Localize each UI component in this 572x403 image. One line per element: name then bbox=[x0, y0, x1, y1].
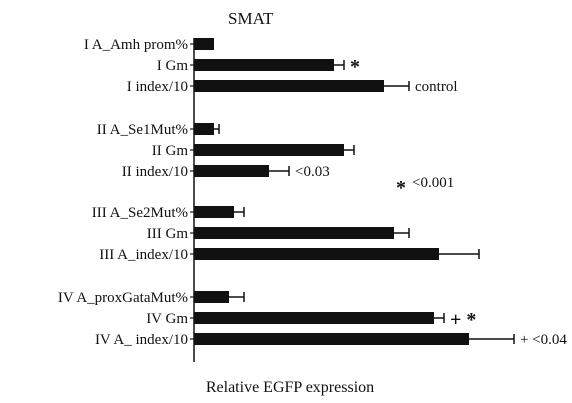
category-label: II index/10 bbox=[122, 164, 188, 180]
bar bbox=[194, 312, 434, 324]
bar-annotation: control bbox=[415, 79, 458, 95]
category-label: III Gm bbox=[147, 226, 189, 242]
category-label: III A_Se2Mut% bbox=[92, 205, 188, 221]
bar-annotation: + <0.04 bbox=[520, 332, 567, 348]
bar-annotation: <0.03 bbox=[295, 164, 330, 180]
bar bbox=[194, 165, 269, 177]
bar bbox=[194, 38, 214, 50]
category-label: IV A_proxGataMut% bbox=[58, 290, 188, 306]
annotation-symbol: * bbox=[396, 177, 406, 199]
category-label: IV Gm bbox=[146, 311, 188, 327]
bar bbox=[194, 59, 334, 71]
category-label: I index/10 bbox=[127, 79, 188, 95]
bar bbox=[194, 291, 229, 303]
category-label: III A_index/10 bbox=[99, 247, 188, 263]
category-label: I Gm bbox=[157, 58, 189, 74]
x-axis-label: Relative EGFP expression bbox=[206, 379, 374, 396]
bar bbox=[194, 227, 394, 239]
bar bbox=[194, 80, 384, 92]
category-label: IV A_ index/10 bbox=[95, 332, 188, 348]
category-label: I A_Amh prom% bbox=[84, 37, 188, 53]
bar bbox=[194, 333, 469, 345]
category-label: II A_Se1Mut% bbox=[97, 122, 188, 138]
chart-title: SMAT bbox=[228, 9, 274, 28]
significance-mark: * bbox=[350, 56, 360, 78]
bar bbox=[194, 144, 344, 156]
plot-area: I A_Amh prom% I Gm * I index/10 control II A_… bbox=[58, 37, 567, 362]
annotation-text: <0.001 bbox=[412, 175, 454, 191]
bar bbox=[194, 123, 214, 135]
category-label: II Gm bbox=[152, 143, 189, 159]
significance-mark: + * bbox=[450, 309, 476, 331]
bar bbox=[194, 206, 234, 218]
bar bbox=[194, 248, 439, 260]
